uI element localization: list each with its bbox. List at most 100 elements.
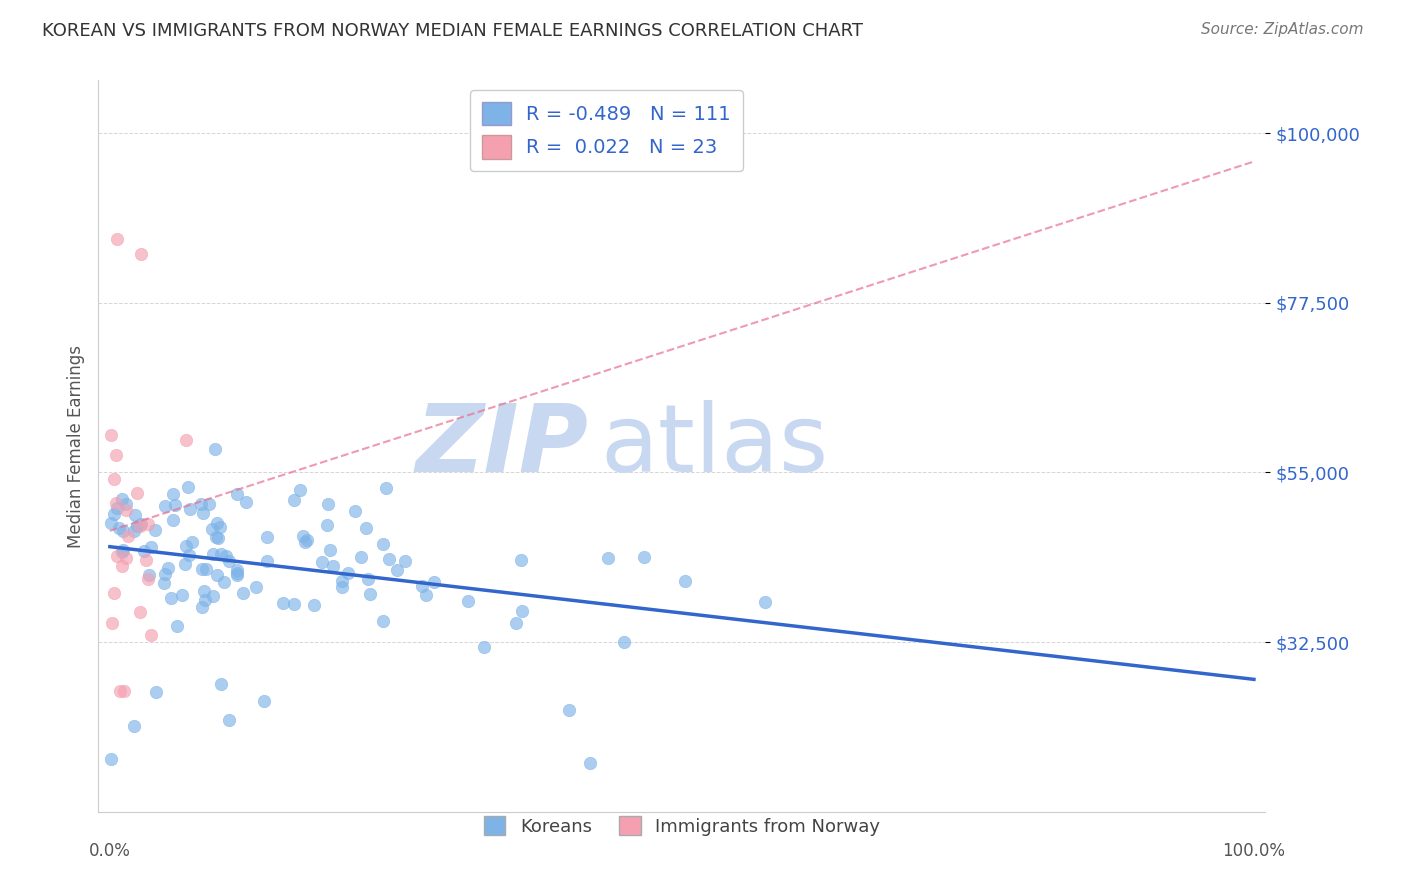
Point <box>129 605 152 619</box>
Point <box>179 548 201 562</box>
Point <box>375 481 398 495</box>
Point <box>225 567 247 582</box>
Point <box>212 575 235 590</box>
Point <box>191 600 214 615</box>
Point <box>103 472 125 486</box>
Point <box>117 529 139 543</box>
Point <box>510 604 533 618</box>
Point <box>378 551 401 566</box>
Point <box>193 583 215 598</box>
Point <box>344 503 367 517</box>
Point <box>155 567 177 582</box>
Point <box>115 497 138 511</box>
Point <box>359 587 381 601</box>
Text: 0.0%: 0.0% <box>89 842 131 860</box>
Point <box>291 529 314 543</box>
Point <box>112 524 135 538</box>
Text: 100.0%: 100.0% <box>1222 842 1285 860</box>
Point <box>194 593 217 607</box>
Point <box>143 523 166 537</box>
Point <box>633 549 655 564</box>
Point <box>330 574 353 589</box>
Point <box>145 685 167 699</box>
Point <box>394 554 416 568</box>
Text: atlas: atlas <box>600 400 828 492</box>
Point <box>373 614 395 628</box>
Point <box>202 547 225 561</box>
Point <box>152 576 174 591</box>
Point <box>172 588 194 602</box>
Point <box>205 516 228 530</box>
Text: ZIP: ZIP <box>416 400 589 492</box>
Point <box>225 566 247 580</box>
Point <box>256 530 278 544</box>
Point <box>387 563 409 577</box>
Point <box>415 588 437 602</box>
Point <box>295 533 318 547</box>
Point <box>163 498 186 512</box>
Point <box>283 597 305 611</box>
Point <box>136 573 159 587</box>
Point <box>129 246 152 260</box>
Point <box>177 480 200 494</box>
Point <box>157 561 180 575</box>
Point <box>101 616 124 631</box>
Point <box>103 508 125 522</box>
Point <box>202 589 225 603</box>
Point <box>105 448 128 462</box>
Point <box>304 598 326 612</box>
Point <box>209 677 232 691</box>
Point <box>160 591 183 606</box>
Point <box>127 518 149 533</box>
Point <box>205 567 228 582</box>
Point <box>316 497 339 511</box>
Point <box>114 550 136 565</box>
Point <box>112 684 135 698</box>
Point <box>673 574 696 589</box>
Point <box>105 549 128 563</box>
Point <box>124 719 146 733</box>
Point <box>271 597 294 611</box>
Point <box>218 714 240 728</box>
Point <box>155 499 177 513</box>
Point <box>754 595 776 609</box>
Point <box>122 524 145 538</box>
Point <box>218 554 240 568</box>
Point <box>330 580 353 594</box>
Point <box>136 517 159 532</box>
Point <box>103 586 125 600</box>
Point <box>596 550 619 565</box>
Point <box>179 502 201 516</box>
Point <box>322 559 344 574</box>
Point <box>194 562 217 576</box>
Point <box>110 559 132 574</box>
Point <box>111 491 134 506</box>
Text: KOREAN VS IMMIGRANTS FROM NORWAY MEDIAN FEMALE EARNINGS CORRELATION CHART: KOREAN VS IMMIGRANTS FROM NORWAY MEDIAN … <box>42 22 863 40</box>
Point <box>422 575 444 590</box>
Point <box>105 496 128 510</box>
Point <box>115 502 138 516</box>
Point <box>613 635 636 649</box>
Point <box>474 640 496 654</box>
Point <box>201 522 224 536</box>
Legend: Koreans, Immigrants from Norway: Koreans, Immigrants from Norway <box>477 809 887 843</box>
Point <box>111 543 134 558</box>
Point <box>411 578 433 592</box>
Point <box>139 540 162 554</box>
Point <box>311 555 333 569</box>
Point <box>181 535 204 549</box>
Point <box>138 568 160 582</box>
Point <box>354 521 377 535</box>
Point <box>100 516 122 531</box>
Point <box>162 513 184 527</box>
Point <box>162 487 184 501</box>
Point <box>198 497 221 511</box>
Point <box>579 756 602 771</box>
Point <box>100 427 122 442</box>
Point <box>176 434 198 448</box>
Point <box>215 549 238 563</box>
Point <box>558 702 581 716</box>
Point <box>139 628 162 642</box>
Point <box>319 543 342 558</box>
Point <box>357 572 380 586</box>
